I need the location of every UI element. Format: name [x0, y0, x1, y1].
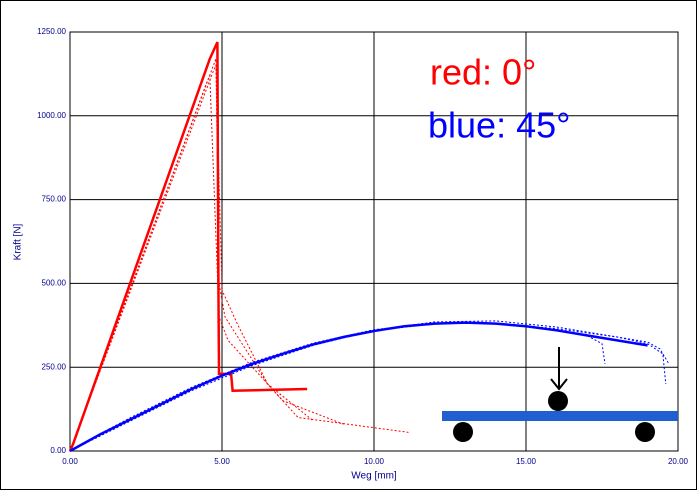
data-line [69, 75, 344, 452]
x-tick-label: 0.00 [62, 457, 78, 466]
data-line [68, 41, 308, 452]
y-tick-label: 1250.00 [37, 27, 66, 36]
data-line [69, 321, 648, 453]
y-tick-label: 1000.00 [37, 111, 66, 120]
arrow-head [550, 378, 568, 391]
x-tick-label: 10.00 [364, 457, 385, 466]
y-tick-label: 500.00 [42, 279, 67, 288]
data-line [69, 322, 606, 452]
load-ball [548, 391, 568, 411]
support [453, 422, 473, 442]
x-tick-label: 5.00 [214, 457, 230, 466]
y-axis-label: Kraft [N] [13, 223, 24, 260]
load-diagram [442, 347, 678, 442]
x-axis-label: Weg [mm] [351, 471, 397, 482]
x-tick-label: 15.00 [516, 457, 537, 466]
beam [442, 411, 678, 421]
plot-area [68, 31, 679, 453]
x-tick-label: 20.00 [668, 457, 689, 466]
y-tick-label: 750.00 [42, 195, 67, 204]
annotation: blue: 45° [428, 105, 571, 146]
y-tick-label: 250.00 [42, 362, 67, 371]
y-tick-label: 0.00 [50, 446, 66, 455]
data-line [69, 58, 314, 452]
support [635, 422, 655, 442]
annotation: red: 0° [430, 52, 536, 93]
